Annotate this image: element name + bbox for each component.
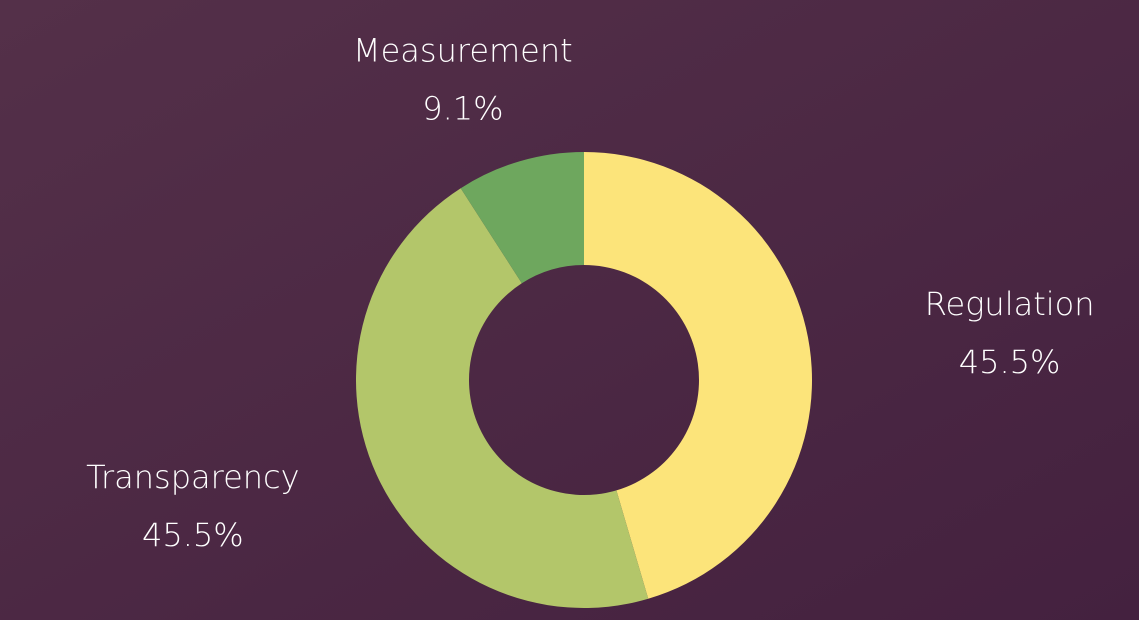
donut-slice xyxy=(584,152,812,599)
slice-value-label: 45.5% xyxy=(142,516,244,554)
slice-label: Regulation xyxy=(925,285,1095,323)
donut-slice xyxy=(356,188,649,608)
slice-value-label: 45.5% xyxy=(959,343,1061,381)
donut-slice xyxy=(460,152,584,284)
slice-label: Measurement xyxy=(353,32,573,70)
slice-label: Transparency xyxy=(86,458,299,496)
slice-value-label: 9.1% xyxy=(422,90,503,128)
